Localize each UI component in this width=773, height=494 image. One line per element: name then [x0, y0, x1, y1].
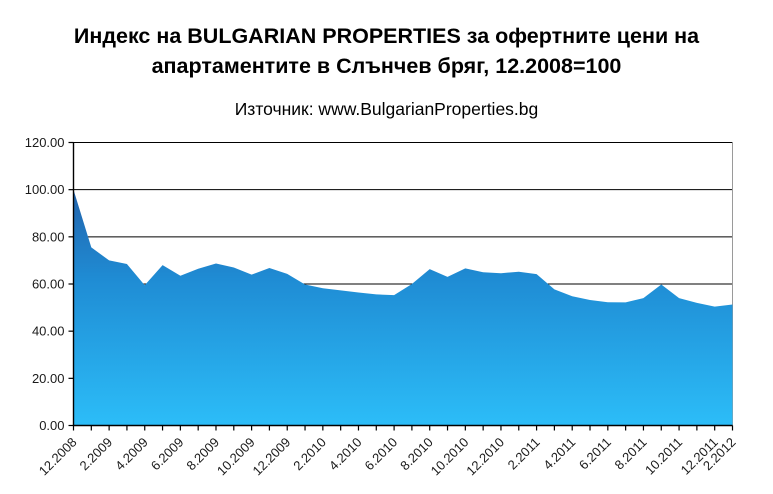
x-axis-label: 6.2011 [576, 435, 614, 473]
x-axis-label: 2.2011 [505, 435, 543, 473]
chart-title-line1: Индекс на BULGARIAN PROPERTIES за офертн… [73, 24, 700, 48]
x-axis-label: 2.2010 [290, 435, 329, 474]
y-axis-label: 60.00 [32, 277, 65, 292]
y-axis-label: 80.00 [32, 229, 65, 244]
x-axis-label: 12.2010 [463, 435, 507, 479]
area-series [73, 189, 733, 426]
chart-title-line2: апартаментите в Слънчев бряг, 12.2008=10… [151, 54, 622, 78]
chart-title: Индекс на BULGARIAN PROPERTIES за офертн… [0, 21, 773, 81]
x-axis-label: 6.2010 [361, 435, 400, 474]
y-axis-label: 120.00 [25, 135, 65, 150]
x-axis-label: 4.2009 [112, 435, 151, 474]
x-axis-label: 10.2010 [428, 435, 472, 479]
y-axis-label: 40.00 [32, 324, 65, 339]
x-axis-label: 6.2009 [148, 435, 187, 474]
y-axis-label: 0.00 [39, 418, 64, 433]
x-axis-label: 10.2011 [642, 435, 685, 478]
y-axis-label: 20.00 [32, 371, 65, 386]
x-axis-label: 2.2009 [77, 435, 116, 474]
x-axis-label: 12.2009 [250, 435, 294, 479]
source-caption: Източник: www.BulgarianProperties.bg [234, 99, 539, 119]
y-axis-label: 100.00 [25, 182, 65, 197]
x-axis-label: 4.2010 [326, 435, 365, 474]
x-axis-label: 12.2008 [36, 435, 80, 479]
x-axis-label: 10.2009 [214, 435, 258, 479]
x-axis-label: 4.2011 [540, 435, 578, 473]
